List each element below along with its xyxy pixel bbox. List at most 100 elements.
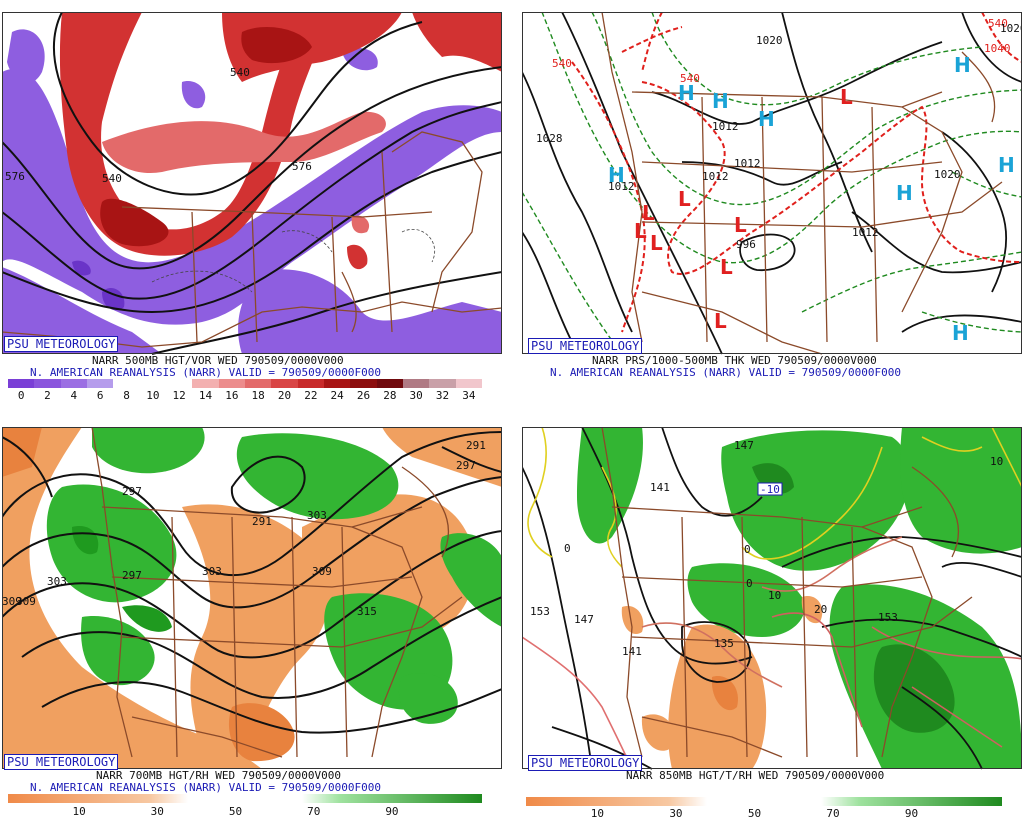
map-850mb-temp-rh: 147 141 153 147 141 135 153 -10 0 0 0 10… — [522, 427, 1022, 770]
low-pressure-symbol: L — [642, 201, 655, 225]
colorbar-tick-label: 10 — [590, 807, 605, 819]
high-pressure-symbol: H — [998, 153, 1015, 177]
colorbar-tick-label: 30 — [150, 805, 164, 818]
contour-label: -10 — [760, 483, 780, 496]
high-pressure-symbol: H — [896, 181, 913, 205]
caption-title: NARR 500MB HGT/VOR WED 790509/0000V000 — [92, 354, 344, 367]
contour-label: 540 — [680, 72, 700, 85]
colorbar-swatch — [455, 379, 482, 388]
contour-label: 0 — [744, 543, 751, 556]
low-pressure-symbol: L — [634, 219, 647, 243]
colorbar-tick-label: 70 — [307, 805, 321, 818]
colorbar-tick-label: 28 — [383, 389, 397, 402]
colorbar-tick-label: 14 — [198, 389, 213, 402]
colorbar-swatch — [323, 379, 351, 388]
colorbar-tick-label: 10 — [146, 389, 160, 402]
contour-label: 147 — [574, 613, 594, 626]
contour-label: 303 — [47, 575, 67, 588]
caption-title: NARR PRS/1000-500MB THK WED 790509/0000V… — [592, 354, 877, 367]
colorbar-swatch — [244, 379, 272, 388]
high-pressure-symbol: H — [758, 107, 775, 131]
colorbar-swatch — [376, 379, 403, 388]
colorbar-tick-label: 4 — [70, 389, 78, 402]
low-pressure-symbol: L — [734, 213, 747, 237]
contour-label: 1040 — [984, 42, 1011, 55]
colorbar-swatch — [429, 379, 456, 388]
contour-label: 303 — [307, 509, 327, 522]
colorbar-rh — [8, 794, 482, 803]
contour-label: 153 — [878, 611, 898, 624]
colorbar-swatch — [271, 379, 298, 388]
contour-label: 1028 — [536, 132, 563, 145]
contour-label: 291 — [252, 515, 272, 528]
map-500mb-vorticity: 540 576 576 540 — [2, 12, 502, 355]
map-pressure-thickness: H H H H H H H H L L L L L L L L 540 1020… — [522, 12, 1022, 355]
colorbar-swatch — [8, 379, 35, 388]
colorbar-tick-label: 90 — [904, 807, 919, 819]
contour-label: 141 — [650, 481, 670, 494]
caption-valid: N. AMERICAN REANALYSIS (NARR) VALID = 79… — [550, 366, 901, 379]
colorbar-swatch — [86, 379, 114, 388]
colorbar-vorticity-labels: 0 2 4 6 8 10 12 14 16 18 20 22 24 26 28 30 32 34 — [8, 389, 482, 402]
contour-label: 297 — [122, 569, 142, 582]
colorbar-swatch — [113, 379, 140, 388]
colorbar-tick-label: 22 — [304, 389, 318, 402]
caption-valid: N. AMERICAN REANALYSIS (NARR) VALID = 79… — [30, 781, 381, 794]
high-pressure-symbol: H — [952, 321, 969, 345]
contour-label: 147 — [734, 439, 754, 452]
low-pressure-symbol: L — [840, 85, 853, 109]
colorbar-tick-label: 12 — [172, 389, 186, 402]
contour-label: 1020 — [934, 168, 961, 181]
colorbar-tick-label: 26 — [356, 389, 371, 402]
caption-title: NARR 850MB HGT/T/RH WED 790509/0000V000 — [626, 769, 885, 782]
high-pressure-symbol: H — [712, 89, 729, 113]
colorbar-tick-label: 10 — [72, 805, 86, 818]
contour-label: 309 — [16, 595, 36, 608]
colorbar-tick-label: 0 — [17, 389, 25, 402]
contour-label: 153 — [530, 605, 550, 618]
panel-500mb-vorticity: 540 576 576 540 PSU METEOROLOGY NARR 500… — [2, 12, 502, 402]
contour-label: 10 — [990, 455, 1003, 468]
psu-meteorology-label: PSU METEOROLOGY — [528, 755, 643, 771]
contour-label: 297 — [122, 485, 142, 498]
contour-label: 20 — [814, 603, 827, 616]
contour-label: 297 — [456, 459, 476, 472]
low-pressure-symbol: L — [720, 255, 733, 279]
contour-label: 1012 — [702, 170, 729, 183]
colorbar-rh — [526, 797, 1002, 806]
colorbar-rh-labels: 10 30 50 70 90 — [8, 805, 482, 818]
colorbar-tick-label: 90 — [385, 805, 399, 818]
contour-label: 135 — [714, 637, 734, 650]
contour-label: 1012 — [712, 120, 739, 133]
psu-meteorology-label: PSU METEOROLOGY — [4, 754, 119, 770]
low-pressure-symbol: L — [650, 231, 663, 255]
high-pressure-symbol: H — [678, 81, 695, 105]
contour-label: 10 — [768, 589, 781, 602]
contour-label: 1012 — [852, 226, 879, 239]
contour-label: 540 — [230, 66, 250, 79]
contour-label: 996 — [736, 238, 756, 251]
contour-label: 576 — [5, 170, 25, 183]
contour-label: 315 — [357, 605, 377, 618]
contour-label: 0 — [564, 542, 571, 555]
contour-label: 1020 — [1000, 22, 1022, 35]
colorbar-tick-label: 30 — [669, 807, 683, 819]
psu-meteorology-label: PSU METEOROLOGY — [4, 336, 119, 352]
colorbar-tick-label: 24 — [330, 389, 344, 402]
contour-label: 309 — [2, 595, 22, 608]
low-pressure-symbol: L — [678, 187, 691, 211]
panel-pressure-thickness: H H H H H H H H L L L L L L L L 540 1020… — [522, 12, 1022, 402]
colorbar-tick-label: 16 — [225, 389, 239, 402]
contour-label: 291 — [466, 439, 486, 452]
colorbar-swatch — [60, 379, 87, 388]
contour-label: 540 — [102, 172, 122, 185]
contour-label: 303 — [202, 565, 222, 578]
colorbar-swatch — [402, 379, 430, 388]
colorbar-tick-label: 30 — [409, 389, 423, 402]
panel-700mb-rh: 291 297 297 303 291 297 303 309 309 315 … — [2, 427, 502, 819]
colorbar-swatch — [297, 379, 324, 388]
colorbar-swatch — [165, 379, 193, 388]
colorbar-tick-label: 32 — [435, 389, 450, 402]
colorbar-tick-label: 18 — [251, 389, 265, 402]
contour-label: 309 — [312, 565, 332, 578]
